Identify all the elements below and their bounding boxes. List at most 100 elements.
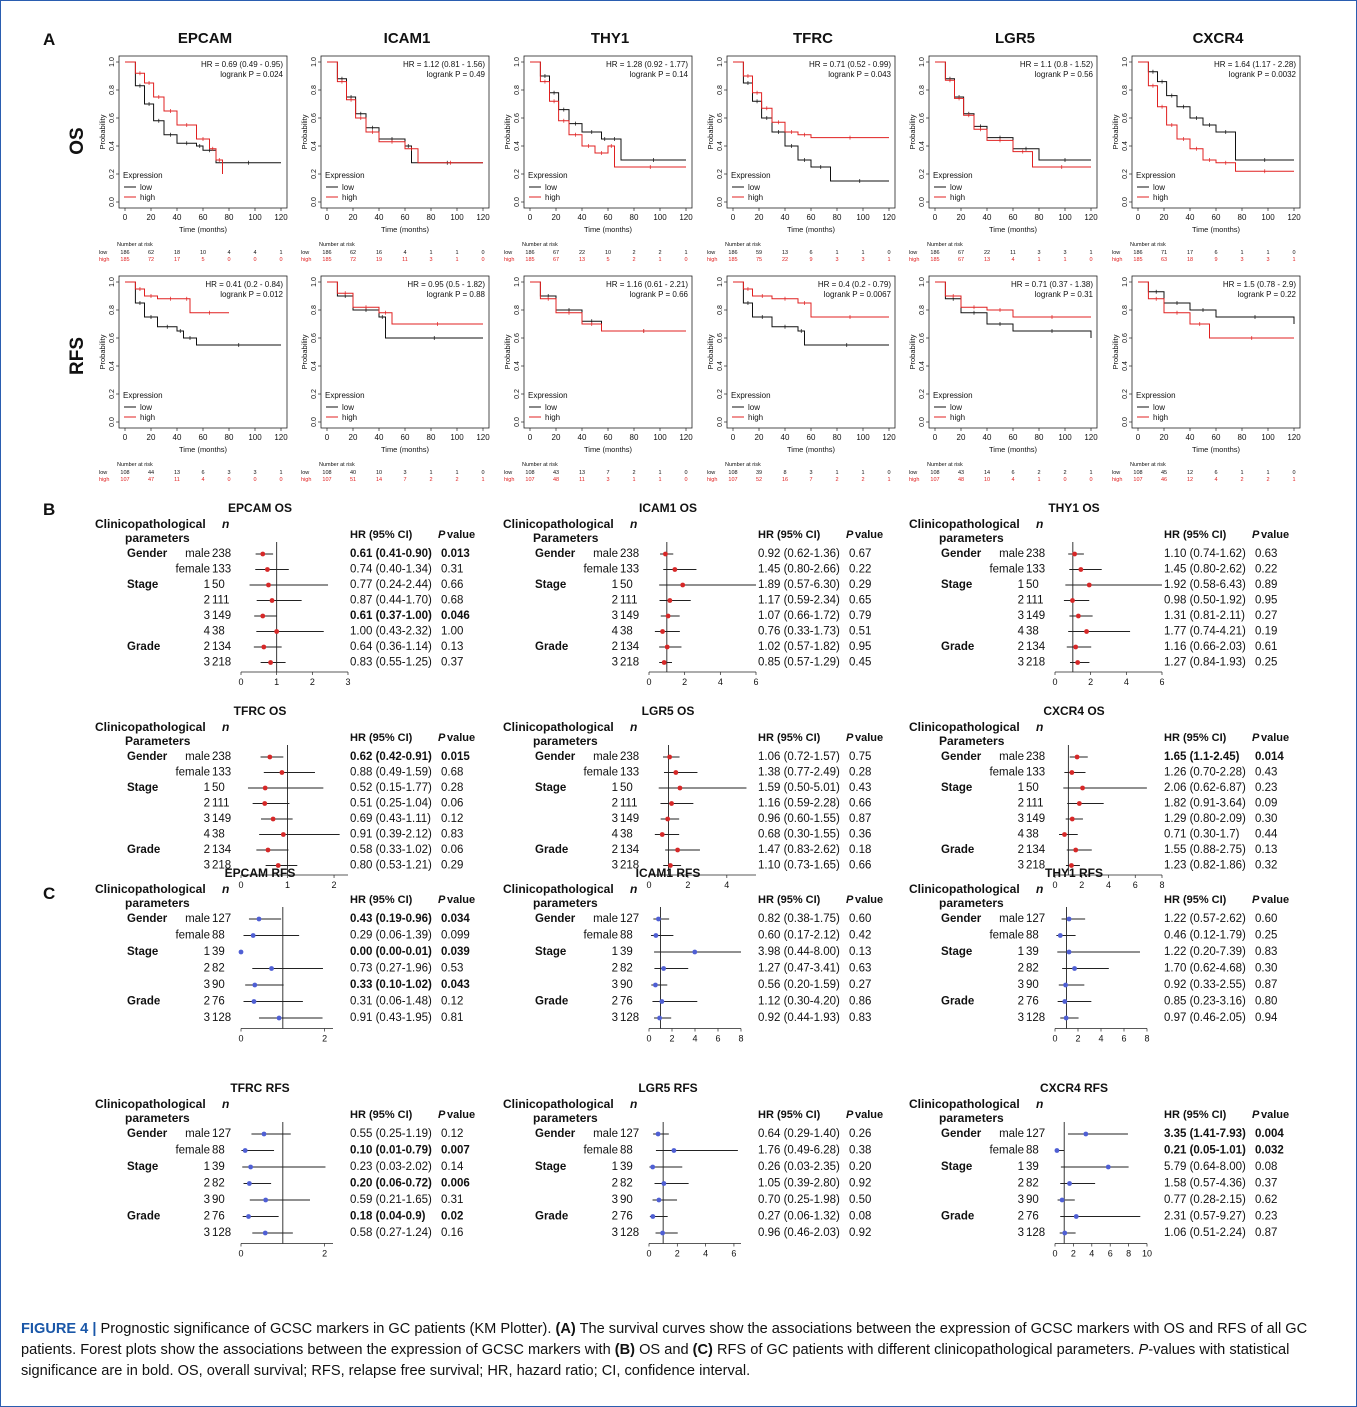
forest-hr-value: 0.73 (0.27-1.96)	[350, 963, 432, 975]
x-tick-label: 120	[274, 433, 288, 442]
x-tick-label: 80	[225, 433, 234, 442]
logrank-text: logrank P = 0.14	[630, 70, 689, 79]
x-tick-label: 0	[933, 213, 938, 222]
forest-group-label: Stage	[941, 946, 972, 958]
forest-group-label: Gender	[941, 913, 982, 925]
y-tick-label: 0.6	[717, 113, 724, 123]
forest-n-value: 127	[212, 1128, 231, 1140]
forest-point	[270, 816, 276, 822]
forest-point	[261, 1131, 267, 1137]
forest-n-value: 128	[620, 1012, 639, 1024]
logrank-text: logrank P = 0.024	[220, 70, 283, 79]
row-label-os: OS	[67, 127, 88, 154]
risk-high-value: 3	[1266, 257, 1269, 263]
risk-low-value: 108	[525, 470, 534, 476]
forest-hr-value: 1.26 (0.70-2.28)	[1164, 767, 1246, 779]
forest-n-value: 133	[620, 564, 639, 576]
risk-high-value: 47	[148, 477, 154, 483]
forest-level-label: male	[185, 548, 210, 560]
forest-hr-value: 0.85 (0.23-3.16)	[1164, 996, 1246, 1008]
forest-point	[1062, 832, 1067, 837]
risk-title: Number at risk	[117, 242, 153, 248]
forest-level-label: 3	[1018, 813, 1024, 825]
forest-p-header: P	[438, 894, 446, 906]
forest-p-value: 0.013	[441, 548, 470, 560]
y-tick-label: 0.0	[514, 417, 521, 427]
forest-header-1: Clinicopathological	[503, 517, 614, 531]
forest-n-value: 76	[620, 1211, 633, 1223]
forest-hr-value: 1.89 (0.57-6.30)	[758, 579, 840, 591]
risk-low-value: 0	[481, 470, 484, 476]
x-tick-label: 40	[173, 213, 182, 222]
caption-p-italic: P	[1138, 1342, 1149, 1358]
forest-hr-value: 1.23 (0.82-1.86)	[1164, 860, 1246, 872]
legend-high: high	[342, 413, 357, 422]
forest-p-value: 0.30	[1255, 813, 1277, 825]
forest-header-2: Parameters	[939, 734, 1005, 748]
risk-title: Number at risk	[1130, 462, 1166, 468]
forest-n-value: 50	[1026, 782, 1039, 794]
forest-n-value: 238	[620, 751, 639, 763]
forest-point	[279, 770, 285, 775]
risk-high-value: 107	[120, 477, 129, 483]
risk-high-value: 10	[984, 477, 990, 483]
risk-high-value: 1	[455, 257, 458, 263]
forest-point	[655, 1131, 661, 1137]
legend-low: low	[748, 403, 760, 412]
x-tick-label: 60	[401, 213, 410, 222]
forest-x-tick-label: 6	[753, 677, 758, 687]
risk-title: Number at risk	[319, 242, 355, 248]
x-tick-label: 120	[679, 433, 693, 442]
x-tick-label: 60	[807, 213, 816, 222]
forest-level-label: male	[185, 751, 210, 763]
y-tick-label: 0.2	[311, 389, 318, 399]
risk-high-value: 48	[553, 477, 559, 483]
forest-point	[667, 754, 673, 760]
risk-high-value: 107	[525, 477, 534, 483]
x-tick-label: 100	[1261, 213, 1275, 222]
forest-hr-value: 0.91 (0.43-1.95)	[350, 1012, 432, 1024]
risk-low-value: 0	[1292, 250, 1295, 256]
x-tick-label: 40	[578, 433, 587, 442]
risk-high-value: 9	[809, 257, 812, 263]
x-axis-label: Time (months)	[381, 225, 430, 234]
logrank-text: logrank P = 0.012	[220, 290, 283, 299]
y-tick-label: 0.8	[311, 85, 318, 95]
forest-level-label: 3	[204, 610, 210, 622]
risk-title: Number at risk	[1130, 242, 1166, 248]
legend-title: Expression	[731, 171, 771, 180]
risk-high-value: 1	[632, 477, 635, 483]
forest-p-value: 0.06	[441, 844, 463, 856]
risk-high-value: 0	[1089, 477, 1092, 483]
forest-hr-value: 1.55 (0.88-2.75)	[1164, 844, 1246, 856]
forest-hr-value: 1.10 (0.73-1.65)	[758, 860, 840, 872]
forest-level-label: 3	[612, 860, 618, 872]
risk-low-label: low	[909, 470, 917, 476]
forest-level-label: 3	[1018, 979, 1024, 991]
forest-point	[1059, 1197, 1065, 1203]
forest-p-value: 0.68	[441, 767, 463, 779]
x-tick-label: 40	[983, 213, 992, 222]
forest-point	[1083, 1131, 1089, 1137]
forest-p-value: 0.86	[849, 996, 871, 1008]
forest-p-header: P	[846, 529, 854, 541]
risk-low-value: 17	[1187, 250, 1193, 256]
logrank-text: logrank P = 0.31	[1035, 290, 1094, 299]
caption-b-text: OS and	[635, 1342, 693, 1358]
y-tick-label: 0.6	[919, 113, 926, 123]
forest-hr-value: 0.18 (0.04-0.9)	[350, 1211, 426, 1223]
forest-x-tick-label: 6	[1159, 677, 1164, 687]
forest-n-value: 128	[1026, 1012, 1045, 1024]
forest-p-value: 0.27	[849, 979, 871, 991]
y-tick-label: 0.0	[109, 197, 116, 207]
forest-level-label: female	[989, 564, 1024, 576]
hr-text: HR = 1.28 (0.92 - 1.77)	[606, 60, 688, 69]
risk-low-value: 18	[174, 250, 180, 256]
y-axis-label: Probability	[1111, 114, 1120, 149]
y-tick-label: 0.0	[919, 417, 926, 427]
forest-group-label: Grade	[941, 844, 974, 856]
forest-hr-value: 1.12 (0.30-4.20)	[758, 996, 840, 1008]
